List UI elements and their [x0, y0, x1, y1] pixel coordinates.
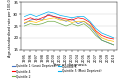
Quintile 4	[71, 20, 73, 21]
Quintile 4	[77, 17, 79, 18]
Quintile 5 (Most Deprived)	[59, 15, 61, 16]
Quintile 1 (Least Deprived)	[101, 40, 102, 41]
Legend: Quintile 1 (Least Deprived), Quintile 4, Quintile 2, Quintile 5, Quintile 5 (Mos: Quintile 1 (Least Deprived), Quintile 4,…	[12, 64, 102, 78]
Quintile 3	[53, 17, 55, 18]
Quintile 5 (Most Deprived)	[65, 16, 67, 17]
Quintile 5 (Most Deprived)	[89, 21, 91, 22]
Quintile 3	[83, 21, 85, 22]
Quintile 4	[36, 20, 37, 21]
Quintile 3	[36, 22, 37, 23]
Quintile 2	[83, 23, 85, 24]
Quintile 1 (Least Deprived)	[113, 44, 114, 45]
Quintile 3	[24, 22, 25, 23]
Quintile 1 (Least Deprived)	[24, 23, 25, 24]
Quintile 3	[42, 20, 43, 21]
Line: Quintile 3: Quintile 3	[24, 18, 114, 41]
Quintile 1 (Least Deprived)	[83, 21, 85, 22]
Quintile 4	[95, 30, 97, 31]
Quintile 4	[42, 17, 43, 18]
Quintile 5 (Most Deprived)	[30, 14, 31, 15]
Quintile 5 (Most Deprived)	[83, 16, 85, 17]
Y-axis label: Age-standardised rate per 100,000: Age-standardised rate per 100,000	[8, 0, 12, 57]
Quintile 2	[53, 21, 55, 22]
Quintile 1 (Least Deprived)	[36, 18, 37, 19]
Quintile 1 (Least Deprived)	[59, 18, 61, 19]
Quintile 5 (Most Deprived)	[42, 14, 43, 15]
Quintile 3	[89, 24, 91, 25]
Quintile 5 (Most Deprived)	[53, 13, 55, 14]
Quintile 2	[107, 42, 108, 43]
X-axis label: Year of diagnosis: Year of diagnosis	[52, 63, 86, 67]
Quintile 3	[47, 18, 49, 19]
Quintile 4	[24, 20, 25, 21]
Quintile 1 (Least Deprived)	[71, 18, 73, 19]
Quintile 2	[95, 35, 97, 36]
Quintile 2	[71, 23, 73, 24]
Quintile 3	[65, 20, 67, 21]
Quintile 3	[113, 41, 114, 42]
Quintile 1 (Least Deprived)	[30, 20, 31, 21]
Quintile 2	[47, 21, 49, 22]
Quintile 5 (Most Deprived)	[113, 37, 114, 38]
Quintile 2	[59, 23, 61, 24]
Quintile 2	[30, 23, 31, 24]
Quintile 5 (Most Deprived)	[101, 33, 102, 34]
Quintile 1 (Least Deprived)	[107, 42, 108, 43]
Quintile 4	[89, 22, 91, 23]
Quintile 4	[47, 15, 49, 16]
Quintile 3	[59, 20, 61, 21]
Quintile 4	[101, 35, 102, 36]
Quintile 1 (Least Deprived)	[95, 33, 97, 34]
Quintile 4	[30, 17, 31, 18]
Quintile 2	[113, 44, 114, 45]
Line: Quintile 1 (Least Deprived): Quintile 1 (Least Deprived)	[24, 14, 114, 45]
Quintile 5 (Most Deprived)	[107, 35, 108, 36]
Quintile 2	[36, 24, 37, 25]
Quintile 5 (Most Deprived)	[95, 28, 97, 29]
Quintile 5 (Most Deprived)	[24, 16, 25, 17]
Quintile 4	[53, 16, 55, 17]
Quintile 5 (Most Deprived)	[36, 16, 37, 17]
Quintile 2	[89, 28, 91, 29]
Quintile 5 (Most Deprived)	[47, 11, 49, 12]
Quintile 5 (Most Deprived)	[71, 17, 73, 18]
Quintile 3	[71, 22, 73, 23]
Quintile 1 (Least Deprived)	[53, 16, 55, 17]
Quintile 4	[59, 17, 61, 18]
Quintile 4	[83, 18, 85, 19]
Quintile 1 (Least Deprived)	[42, 20, 43, 21]
Line: Quintile 2: Quintile 2	[24, 21, 114, 45]
Line: Quintile 4: Quintile 4	[24, 15, 114, 39]
Quintile 2	[101, 40, 102, 41]
Quintile 4	[65, 18, 67, 19]
Quintile 1 (Least Deprived)	[47, 14, 49, 15]
Quintile 3	[77, 21, 79, 22]
Line: Quintile 5 (Most Deprived): Quintile 5 (Most Deprived)	[24, 12, 114, 38]
Quintile 3	[107, 40, 108, 41]
Quintile 3	[101, 37, 102, 38]
Quintile 2	[42, 23, 43, 24]
Quintile 4	[107, 37, 108, 38]
Quintile 3	[95, 31, 97, 32]
Quintile 5 (Most Deprived)	[77, 16, 79, 17]
Quintile 1 (Least Deprived)	[65, 21, 67, 22]
Quintile 4	[113, 38, 114, 39]
Quintile 3	[30, 21, 31, 22]
Quintile 1 (Least Deprived)	[77, 23, 79, 24]
